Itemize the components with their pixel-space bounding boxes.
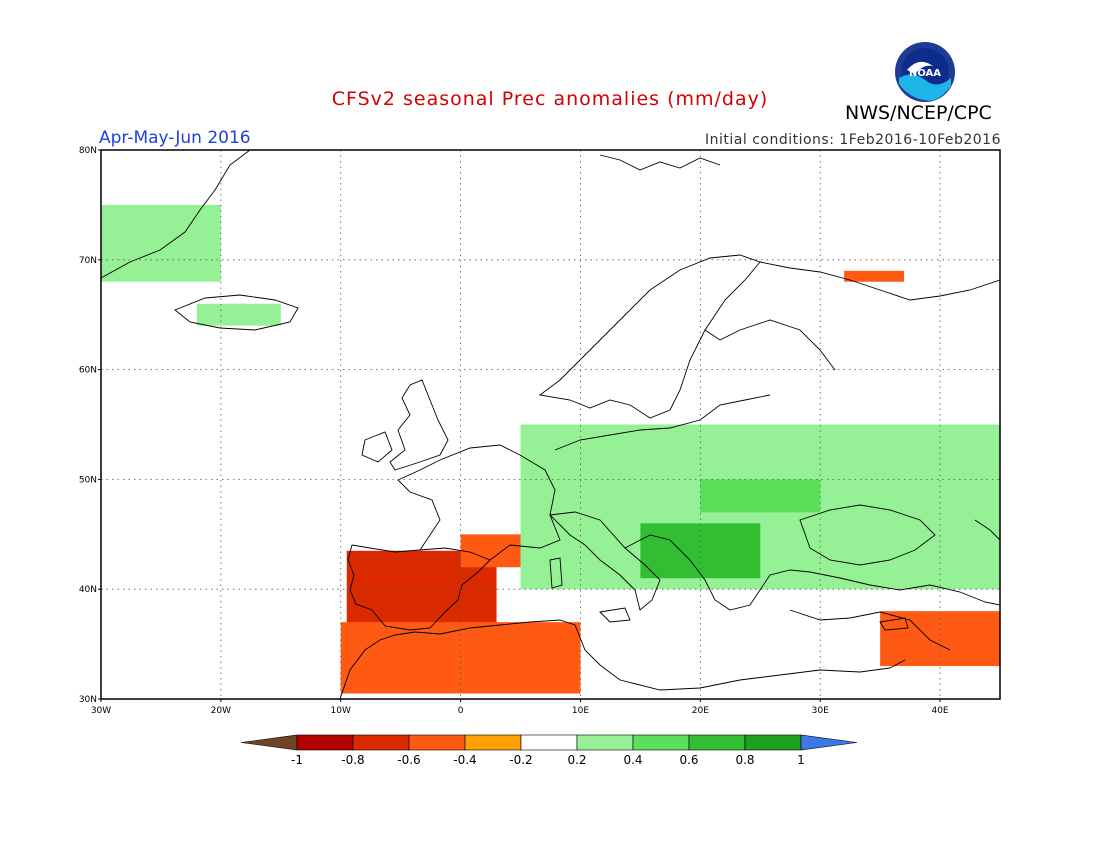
lat-tick-label: 70N xyxy=(79,256,97,266)
anomaly-region xyxy=(340,622,581,694)
lon-tick-label: 30W xyxy=(91,706,111,716)
initial-conditions-label: Initial conditions: 1Feb2016-10Feb2016 xyxy=(705,132,1001,148)
lon-tick-label: 40E xyxy=(931,706,948,716)
map-frame xyxy=(100,149,1001,700)
lon-tick-label: 0 xyxy=(458,706,464,716)
anomaly-region xyxy=(700,479,821,513)
anomaly-region xyxy=(376,578,449,617)
gridlines xyxy=(101,150,1000,699)
anomaly-region xyxy=(196,303,281,326)
season-label: Apr-May-Jun 2016 xyxy=(99,128,251,148)
lat-tick-label: 60N xyxy=(79,366,97,376)
lat-tick-label: 50N xyxy=(79,475,97,485)
anomaly-region xyxy=(844,270,905,282)
lon-tick-label: 30E xyxy=(812,706,829,716)
anomaly-layer xyxy=(101,204,1000,694)
anomaly-region xyxy=(101,204,221,282)
lat-tick-label: 30N xyxy=(79,695,97,705)
lon-tick-label: 20W xyxy=(211,706,231,716)
lon-tick-label: 10E xyxy=(572,706,589,716)
coastlines xyxy=(101,150,1000,699)
lon-tick-label: 10W xyxy=(331,706,351,716)
axis-ticks: 30N 40N 50N 60N 70N 80N 30W 20W 10W 0 10E 20E 30E 40E xyxy=(79,146,949,716)
lat-tick-label: 40N xyxy=(79,585,97,595)
noaa-logo: NOAA xyxy=(895,42,955,102)
logo-text: NOAA xyxy=(909,68,941,79)
lon-tick-label: 20E xyxy=(692,706,709,716)
lat-tick-label: 80N xyxy=(79,146,97,156)
anomaly-region xyxy=(640,523,761,579)
agency-label: NWS/NCEP/CPC xyxy=(845,102,992,124)
chart-title: CFSv2 seasonal Prec anomalies (mm/day) xyxy=(331,88,769,110)
